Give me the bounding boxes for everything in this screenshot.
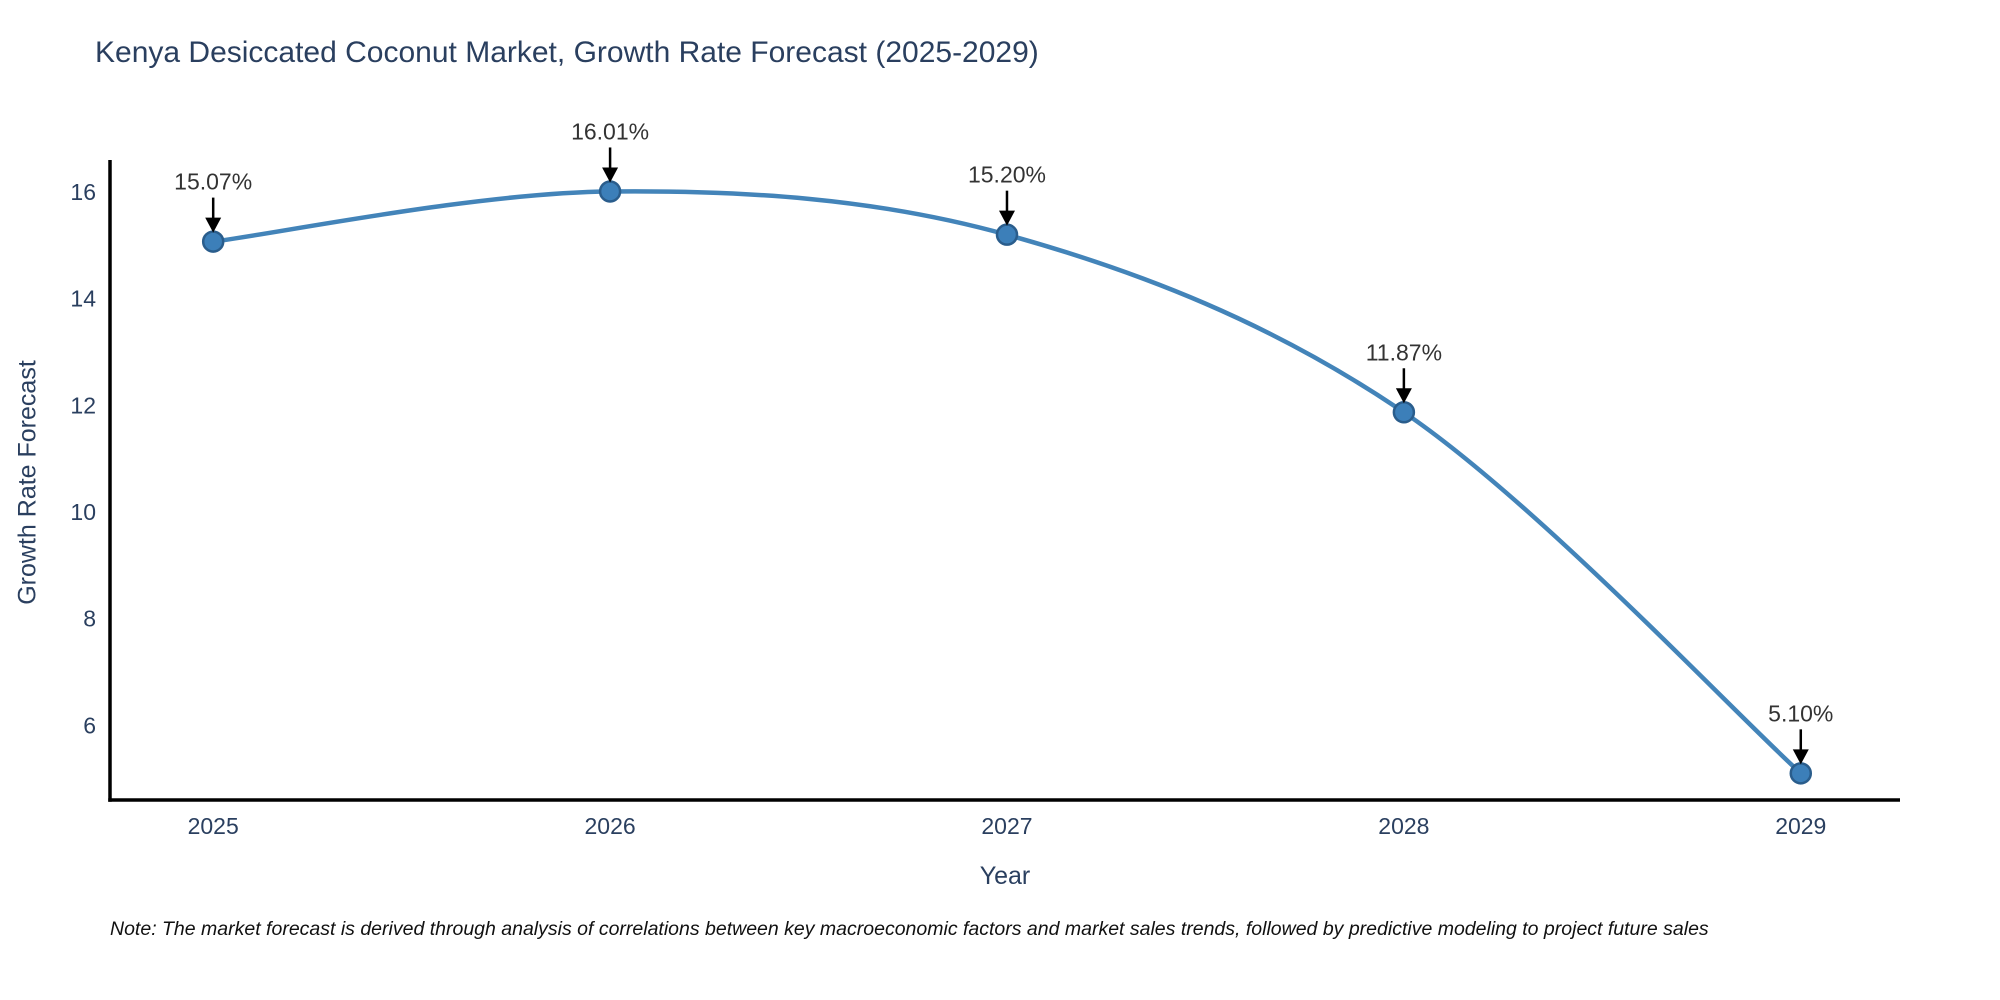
y-tick-label: 12 xyxy=(70,392,96,418)
data-point[interactable] xyxy=(1392,401,1416,424)
data-point[interactable] xyxy=(598,180,622,203)
x-axis-title: Year xyxy=(979,862,1031,890)
data-point[interactable] xyxy=(201,230,225,253)
annotation-arrowhead xyxy=(205,217,222,233)
chart-title: Kenya Desiccated Coconut Market, Growth … xyxy=(95,36,1039,69)
x-tick-label: 2026 xyxy=(585,813,636,839)
annotation-arrowhead xyxy=(1395,388,1412,404)
y-tick-label: 6 xyxy=(83,712,96,738)
point-annotation: 11.87% xyxy=(1366,339,1442,365)
x-tick-label: 2027 xyxy=(981,813,1032,839)
point-annotation: 15.20% xyxy=(968,162,1046,188)
point-annotation: 5.10% xyxy=(1768,700,1833,726)
y-tick-label: 8 xyxy=(83,606,96,632)
y-tick-label: 10 xyxy=(70,499,96,525)
trend-line xyxy=(210,189,1804,776)
point-annotation: 16.01% xyxy=(571,118,649,144)
x-tick-label: 2025 xyxy=(188,813,239,839)
y-tick-label: 14 xyxy=(70,286,96,312)
annotation-arrowhead xyxy=(998,210,1015,226)
data-point[interactable] xyxy=(995,223,1019,246)
y-tick-label: 16 xyxy=(70,179,96,205)
data-point[interactable] xyxy=(1789,762,1813,785)
annotation-arrowhead xyxy=(1792,749,1809,765)
annotation-arrowhead xyxy=(602,167,619,183)
x-tick-label: 2029 xyxy=(1775,813,1826,839)
point-annotation: 15.07% xyxy=(174,169,252,195)
y-axis-title: Growth Rate Forecast xyxy=(13,360,42,605)
x-tick-label: 2028 xyxy=(1378,813,1429,839)
footnote: Note: The market forecast is derived thr… xyxy=(110,918,1709,940)
